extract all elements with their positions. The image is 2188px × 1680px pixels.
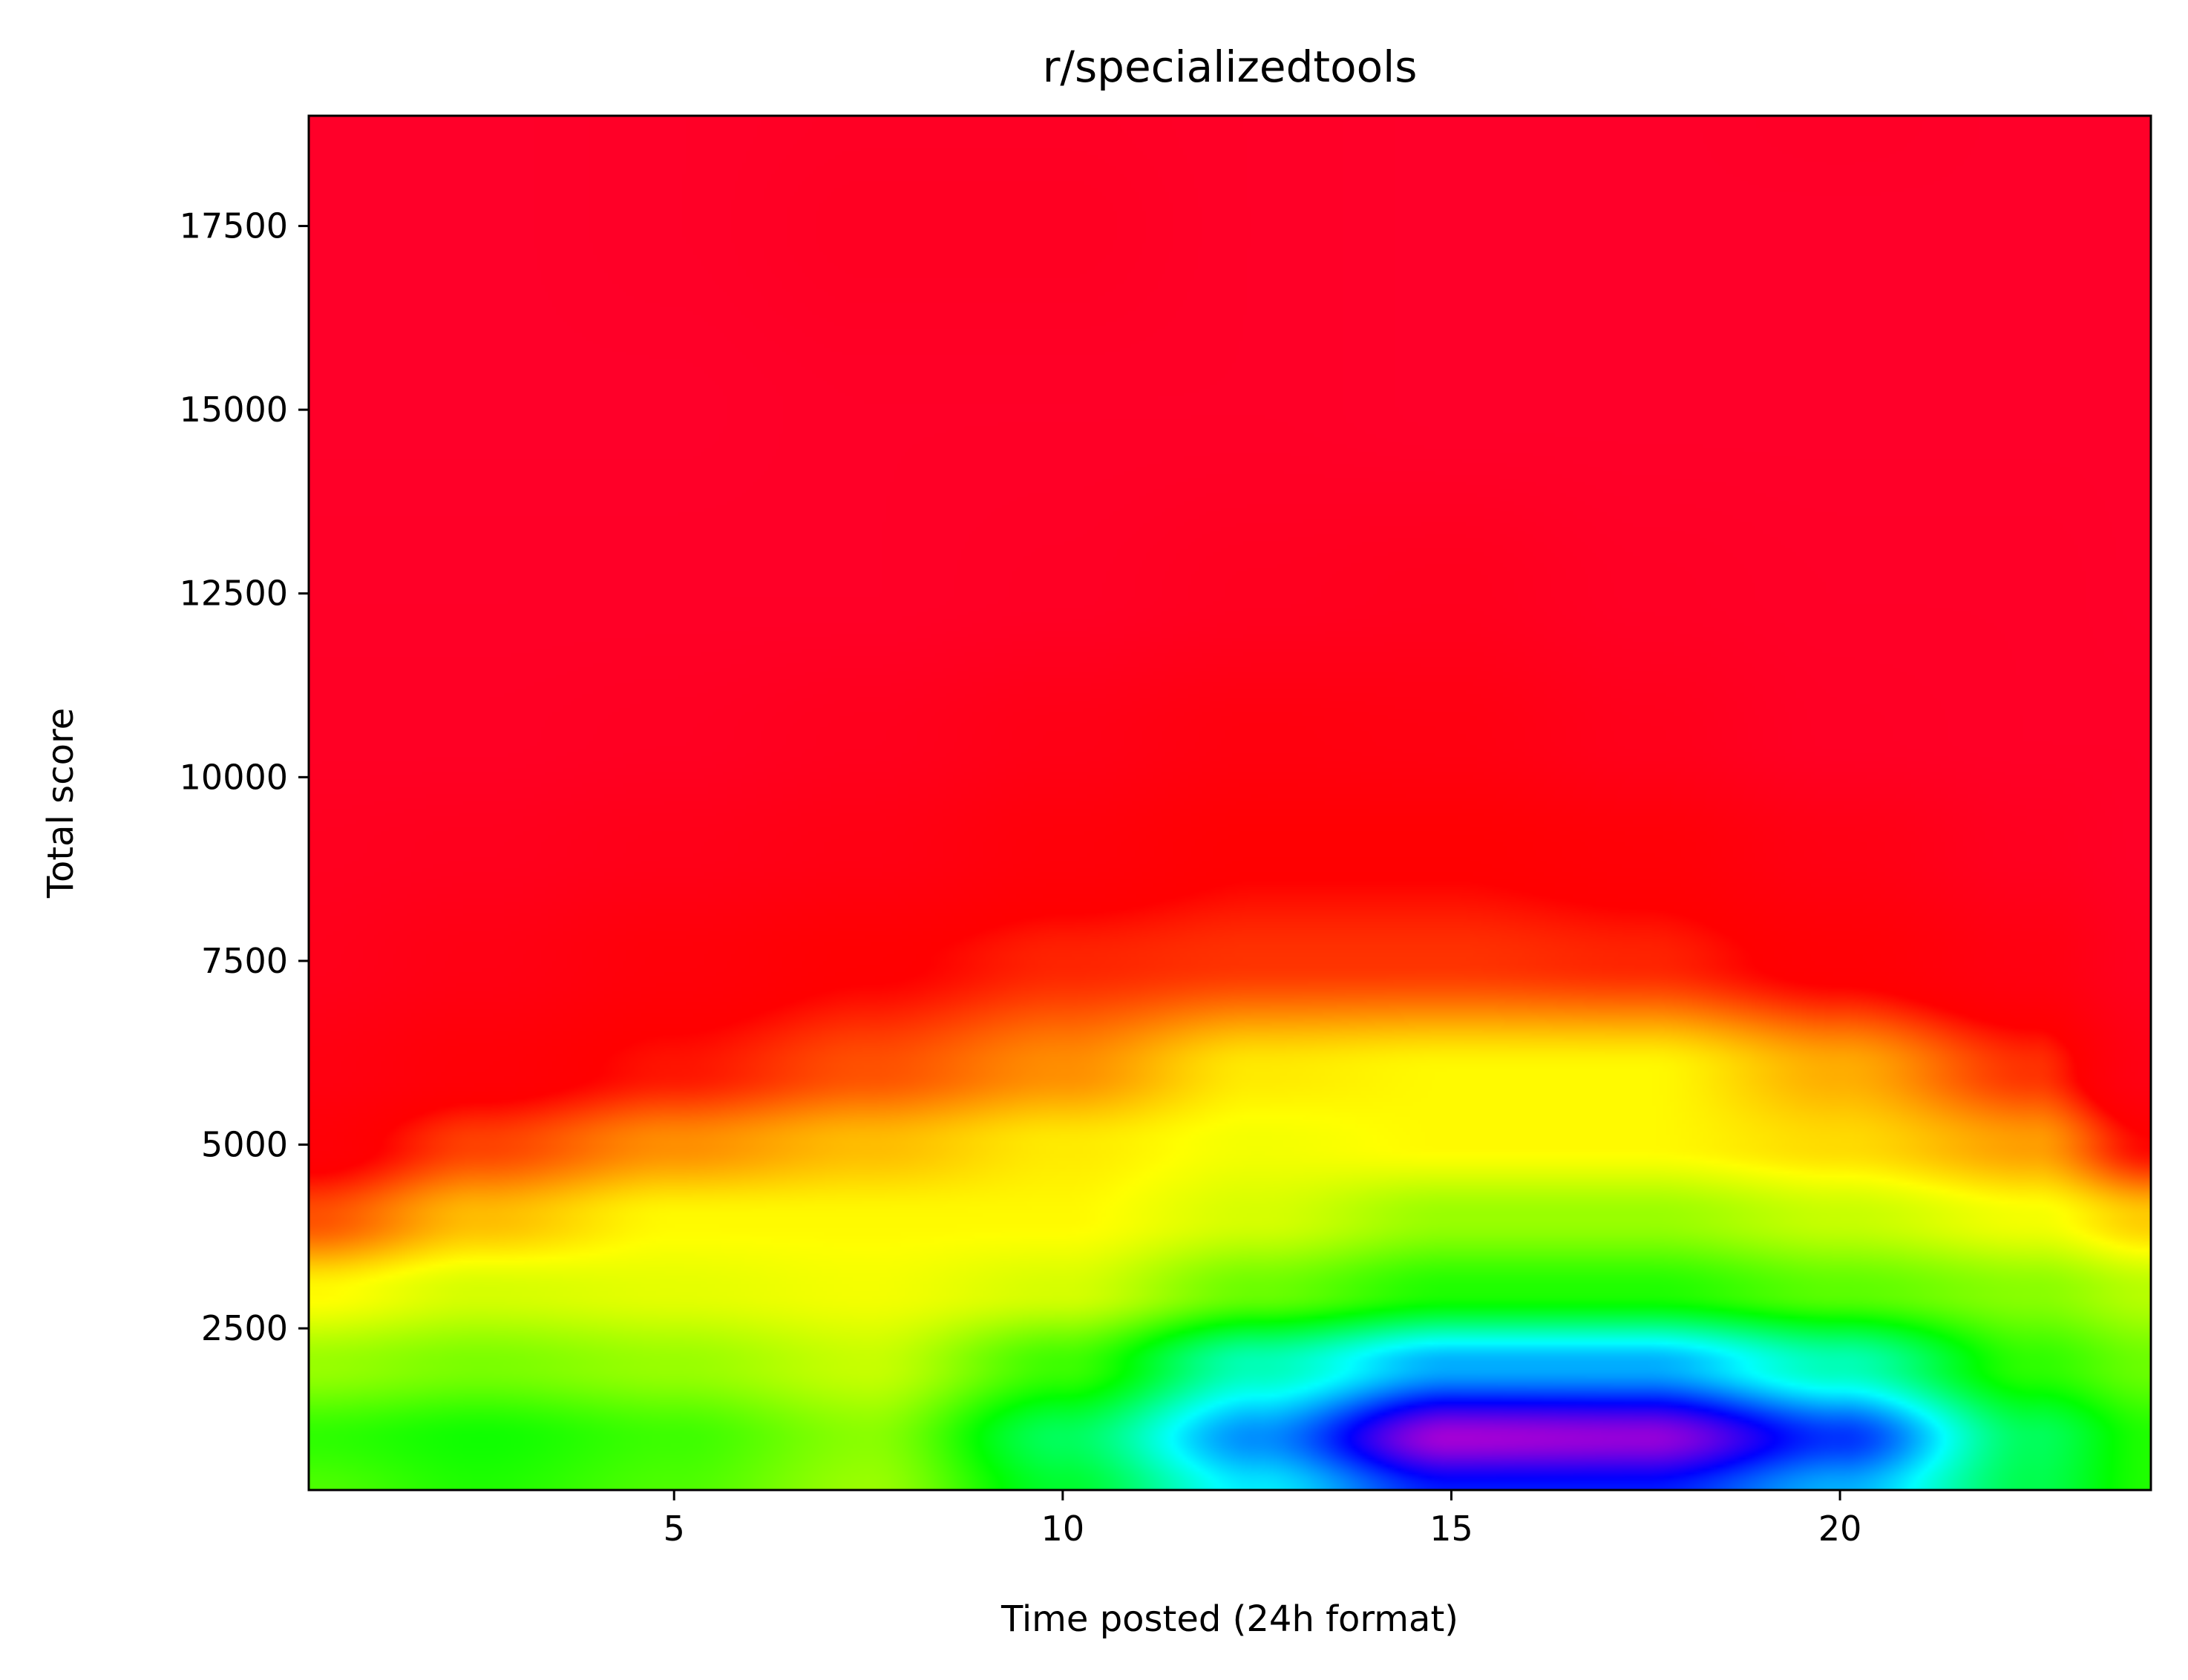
x-tick-label: 5	[664, 1509, 685, 1549]
heatmap-field	[309, 116, 2151, 1490]
y-tick-label: 5000	[201, 1125, 288, 1165]
y-tick-label: 17500	[180, 206, 288, 246]
y-tick-label: 15000	[180, 390, 288, 430]
plot-area	[307, 114, 2152, 1492]
y-tick-label: 10000	[180, 757, 288, 797]
y-axis-label: Total score	[40, 708, 82, 899]
x-tick-label: 20	[1818, 1509, 1862, 1549]
x-tick-label: 15	[1429, 1509, 1473, 1549]
chart-title: r/specializedtools	[1043, 42, 1418, 92]
x-axis-ticks: 5 10 15 20	[664, 1490, 1862, 1549]
y-tick-label: 7500	[201, 941, 288, 981]
plot-frame	[307, 114, 2152, 1492]
y-tick-label: 12500	[180, 574, 288, 614]
x-tick-label: 10	[1041, 1509, 1085, 1549]
y-tick-label: 2500	[201, 1308, 288, 1348]
y-axis-ticks: 2500 5000 7500 10000 12500 15000 17500	[180, 206, 309, 1348]
x-axis-label: Time posted (24h format)	[1000, 1598, 1458, 1640]
